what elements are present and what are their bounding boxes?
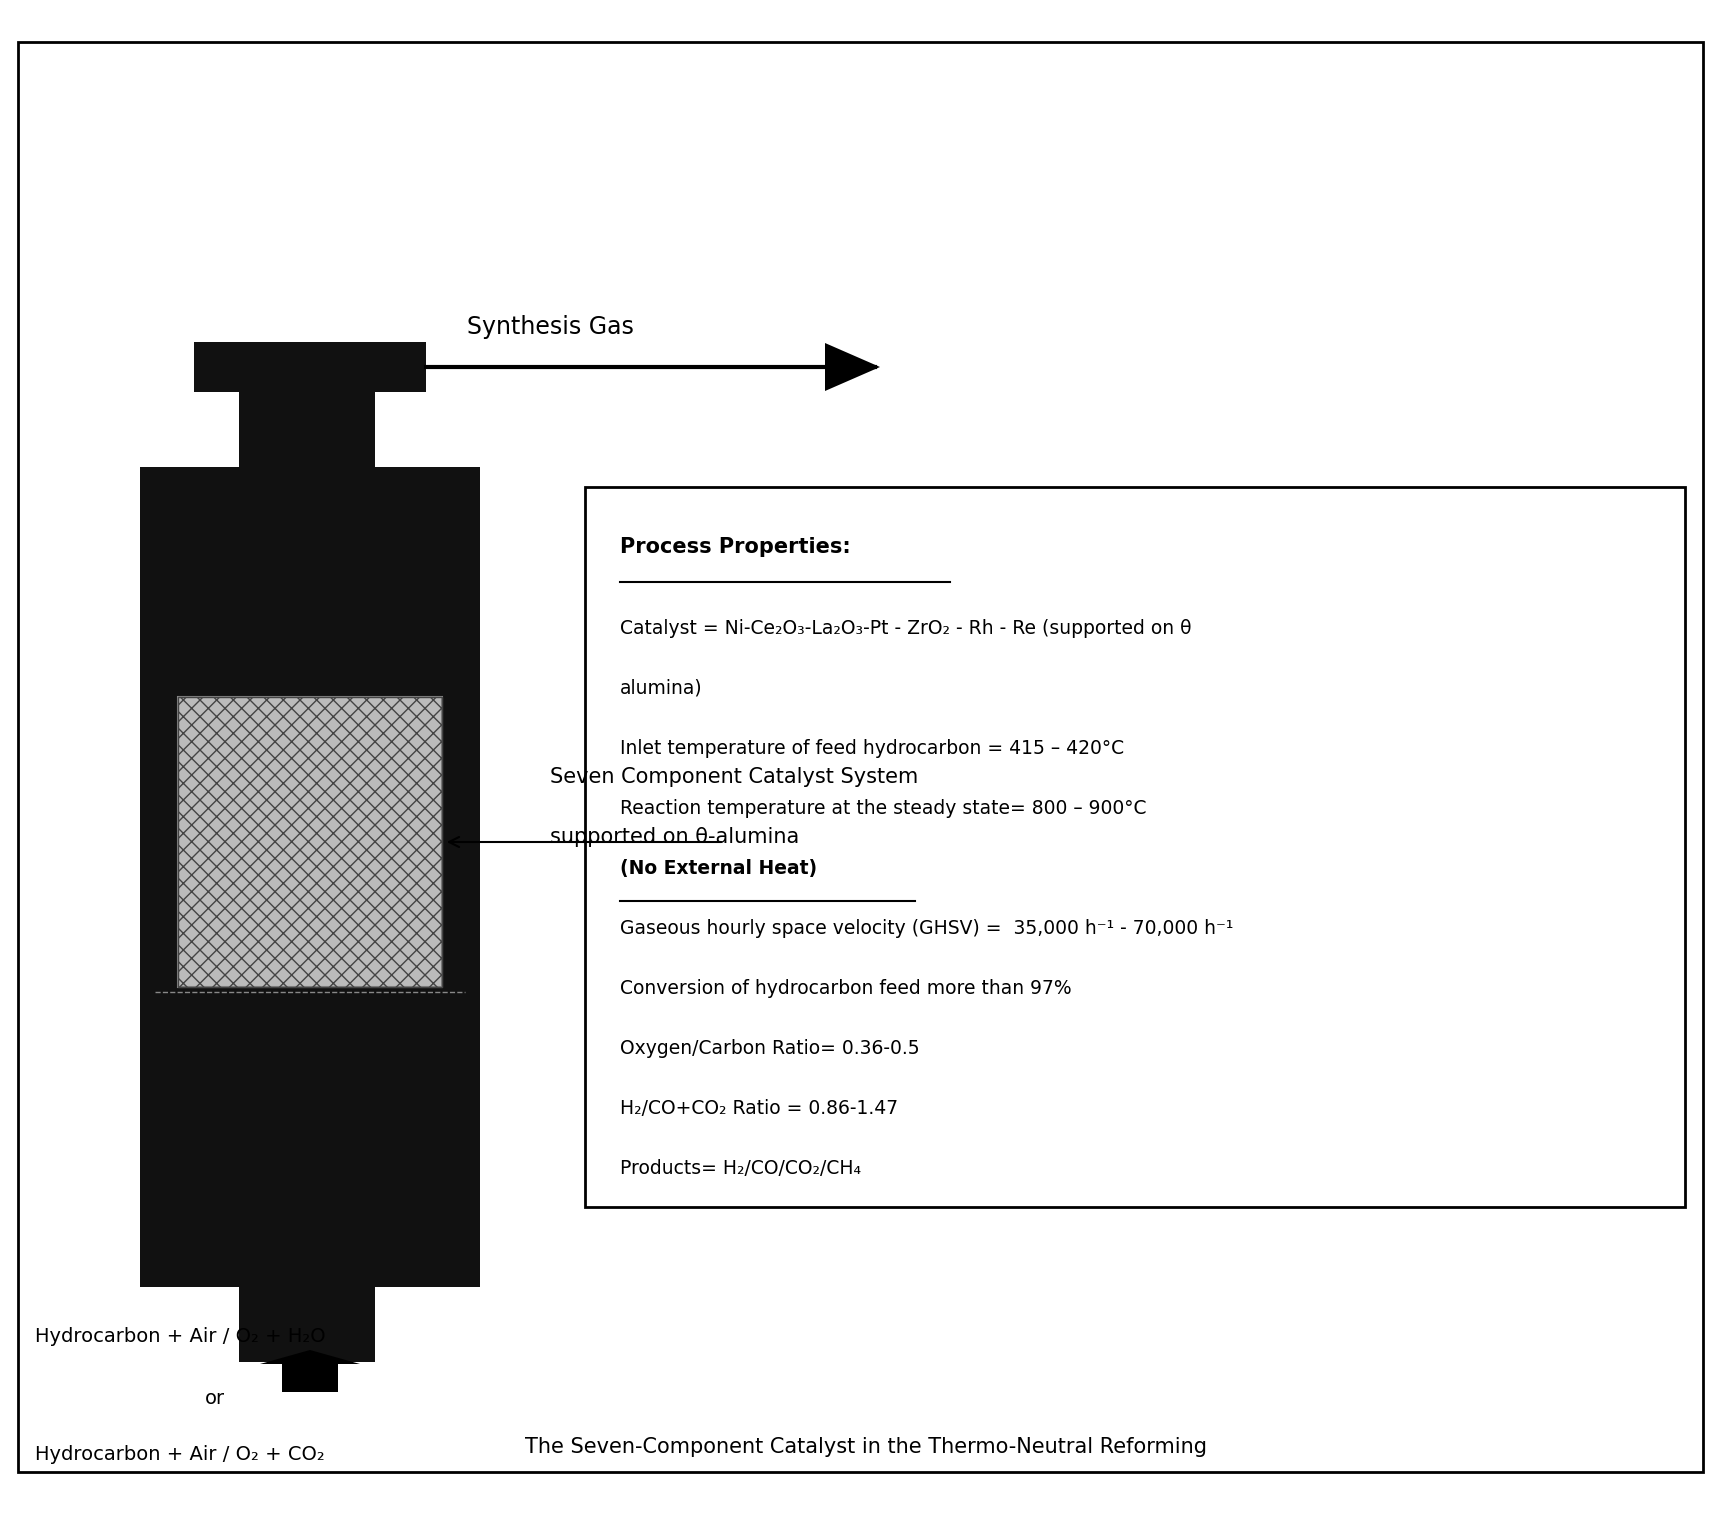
Text: Products= H₂/CO/CO₂/CH₄: Products= H₂/CO/CO₂/CH₄ [620,1159,861,1177]
Polygon shape [260,1349,360,1363]
Text: H₂/CO+CO₂ Ratio = 0.86-1.47: H₂/CO+CO₂ Ratio = 0.86-1.47 [620,1099,899,1117]
Text: Hydrocarbon + Air / O₂ + H₂O: Hydrocarbon + Air / O₂ + H₂O [35,1326,326,1346]
Text: Oxygen/Carbon Ratio= 0.36-0.5: Oxygen/Carbon Ratio= 0.36-0.5 [620,1039,920,1057]
Text: (No External Heat): (No External Heat) [620,859,818,878]
Text: Inlet temperature of feed hydrocarbon = 415 – 420°C: Inlet temperature of feed hydrocarbon = … [620,739,1124,758]
Bar [178,696,442,987]
Bar [585,487,1685,1207]
Bar [194,343,426,392]
Text: Conversion of hydrocarbon feed more than 97%: Conversion of hydrocarbon feed more than… [620,979,1072,998]
Text: Catalyst = Ni-Ce₂O₃-La₂O₃-Pt - ZrO₂ - Rh - Re (supported on θ: Catalyst = Ni-Ce₂O₃-La₂O₃-Pt - ZrO₂ - Rh… [620,619,1192,638]
Text: alumina): alumina) [620,679,703,698]
Text: supported on θ-alumina: supported on θ-alumina [551,827,798,847]
Text: Process Properties:: Process Properties: [620,536,850,556]
Text: Reaction temperature at the steady state= 800 – 900°C: Reaction temperature at the steady state… [620,799,1147,818]
Text: Hydrocarbon + Air / O₂ + CO₂: Hydrocarbon + Air / O₂ + CO₂ [35,1445,326,1465]
Bar [239,1286,374,1362]
Polygon shape [824,343,880,390]
Bar [239,392,374,467]
Text: Seven Component Catalyst System: Seven Component Catalyst System [551,767,918,787]
Text: Gaseous hourly space velocity (GHSV) =  35,000 h⁻¹ - 70,000 h⁻¹: Gaseous hourly space velocity (GHSV) = 3… [620,919,1233,938]
Bar [178,696,442,987]
Bar [140,467,480,1286]
Bar [282,1363,338,1393]
Text: The Seven-Component Catalyst in the Thermo-Neutral Reforming: The Seven-Component Catalyst in the Ther… [525,1437,1207,1457]
Text: or: or [204,1389,225,1408]
Text: Synthesis Gas: Synthesis Gas [466,315,634,340]
